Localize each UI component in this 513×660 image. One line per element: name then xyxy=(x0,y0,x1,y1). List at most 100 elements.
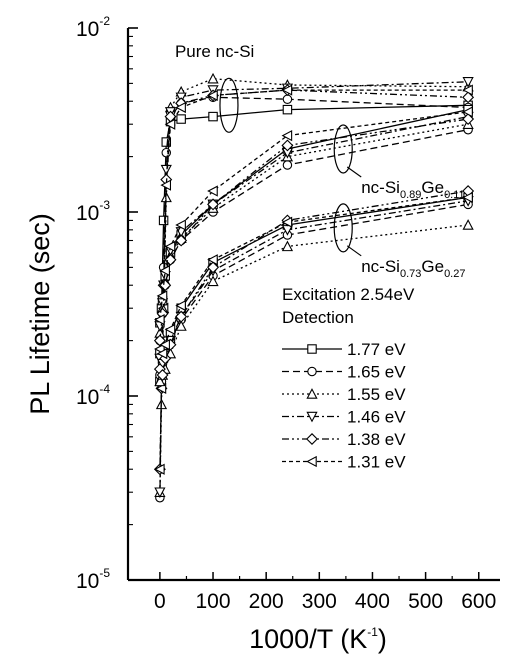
series-layer xyxy=(153,72,475,503)
data-point xyxy=(462,106,473,118)
data-point xyxy=(281,130,293,142)
data-point xyxy=(164,118,176,130)
legend-marker xyxy=(306,433,318,445)
data-point xyxy=(462,91,475,104)
data-point xyxy=(161,137,172,147)
legend-entry: 1.31 eV xyxy=(282,453,406,472)
data-point xyxy=(153,334,166,347)
data-point xyxy=(462,77,474,88)
series-line xyxy=(159,200,469,366)
data-point xyxy=(462,191,473,204)
annotation-layer: Pure nc-Si nc-Si0.89Ge0.11 nc-Si0.73Ge0.27 xyxy=(175,42,466,280)
y-tick-label: 10-5 xyxy=(76,566,110,593)
data-point xyxy=(176,114,186,124)
data-point xyxy=(156,290,168,302)
data-point xyxy=(160,164,172,176)
data-point xyxy=(462,113,475,126)
annotation-label: nc-Si0.73Ge0.27 xyxy=(361,257,465,280)
data-point xyxy=(207,185,218,197)
x-tick-label: 0 xyxy=(154,590,166,613)
leader-line xyxy=(346,166,362,178)
data-point xyxy=(282,94,293,104)
x-tick-label: 400 xyxy=(355,590,390,613)
data-point xyxy=(282,160,293,170)
annotation-label: Pure nc-Si xyxy=(175,42,254,61)
series-line xyxy=(159,104,469,382)
legend-label: 1.31 eV xyxy=(347,453,406,472)
data-point xyxy=(154,487,166,499)
x-tick-label: 200 xyxy=(249,590,284,613)
series-line xyxy=(159,115,469,327)
series-group-3 xyxy=(153,185,475,387)
data-point xyxy=(281,216,293,228)
data-point xyxy=(207,198,220,211)
legend-label: 1.77 eV xyxy=(347,340,406,359)
data-point xyxy=(281,84,293,96)
legend-entry: 1.65 eV xyxy=(282,363,406,382)
data-point xyxy=(161,147,172,158)
legend-heading: Detection xyxy=(282,308,354,327)
data-point xyxy=(282,104,293,115)
data-point xyxy=(175,101,186,114)
legend-heading: Excitation 2.54eV xyxy=(282,285,415,304)
data-point xyxy=(281,240,294,252)
data-point xyxy=(462,219,474,230)
data-point xyxy=(164,323,176,336)
x-axis-title: 1000/T (K-1) xyxy=(249,624,387,654)
data-point xyxy=(156,369,169,382)
data-point xyxy=(175,234,188,247)
series-line xyxy=(159,196,469,356)
data-point xyxy=(175,320,187,331)
data-point xyxy=(175,299,186,312)
x-tick-label: 500 xyxy=(408,590,443,613)
data-point xyxy=(207,89,218,102)
legend-marker xyxy=(307,366,317,377)
series-line xyxy=(159,111,469,320)
series-line xyxy=(159,129,469,341)
leader-line xyxy=(346,245,362,257)
annotation-label: nc-Si0.89Ge0.11 xyxy=(361,178,464,201)
data-point xyxy=(207,72,219,84)
series-line xyxy=(159,196,469,361)
legend-marker xyxy=(306,388,318,399)
group-ellipse xyxy=(219,77,239,133)
data-point xyxy=(175,310,188,323)
y-tick-label: 10-2 xyxy=(76,14,110,41)
data-point xyxy=(207,275,219,287)
x-tick-label: 100 xyxy=(196,590,231,613)
data-point xyxy=(154,314,165,326)
y-tick-label: 10-4 xyxy=(76,382,110,409)
series-group-2 xyxy=(153,104,475,347)
y-tick-label: 10-3 xyxy=(76,198,110,225)
x-tick-label: 300 xyxy=(302,590,337,613)
legend-entry: 1.38 eV xyxy=(282,430,406,449)
data-point xyxy=(164,240,176,253)
data-point xyxy=(158,215,169,226)
data-point xyxy=(159,339,170,351)
legend-entry: 1.46 eV xyxy=(282,408,406,427)
data-point xyxy=(159,265,170,277)
legend-label: 1.65 eV xyxy=(347,363,406,382)
data-point xyxy=(154,375,166,387)
data-point xyxy=(175,219,186,231)
legend-label: 1.38 eV xyxy=(347,430,406,449)
data-point xyxy=(208,111,218,122)
group-ellipse xyxy=(333,124,353,174)
legend-entry: 1.77 eV xyxy=(282,340,406,359)
legend-marker xyxy=(307,344,317,354)
y-axis-title: PL Lifetime (sec) xyxy=(25,213,55,415)
legend: Excitation 2.54eV Detection 1.77 eV 1.65 eV… xyxy=(282,285,415,472)
x-tick-label: 600 xyxy=(461,590,496,613)
legend-marker xyxy=(306,455,317,468)
data-point xyxy=(462,84,473,96)
legend-label: 1.55 eV xyxy=(347,385,406,404)
data-point xyxy=(164,253,177,266)
axes-layer: 0 100 200 300 400 500 600 10-5 10-4 10-3 10-2 1000/… xyxy=(25,14,500,654)
legend-marker xyxy=(306,411,318,423)
legend-label: 1.46 eV xyxy=(347,408,406,427)
data-point xyxy=(159,279,172,292)
data-point xyxy=(156,347,168,360)
data-point xyxy=(154,463,165,475)
data-point xyxy=(160,179,172,191)
